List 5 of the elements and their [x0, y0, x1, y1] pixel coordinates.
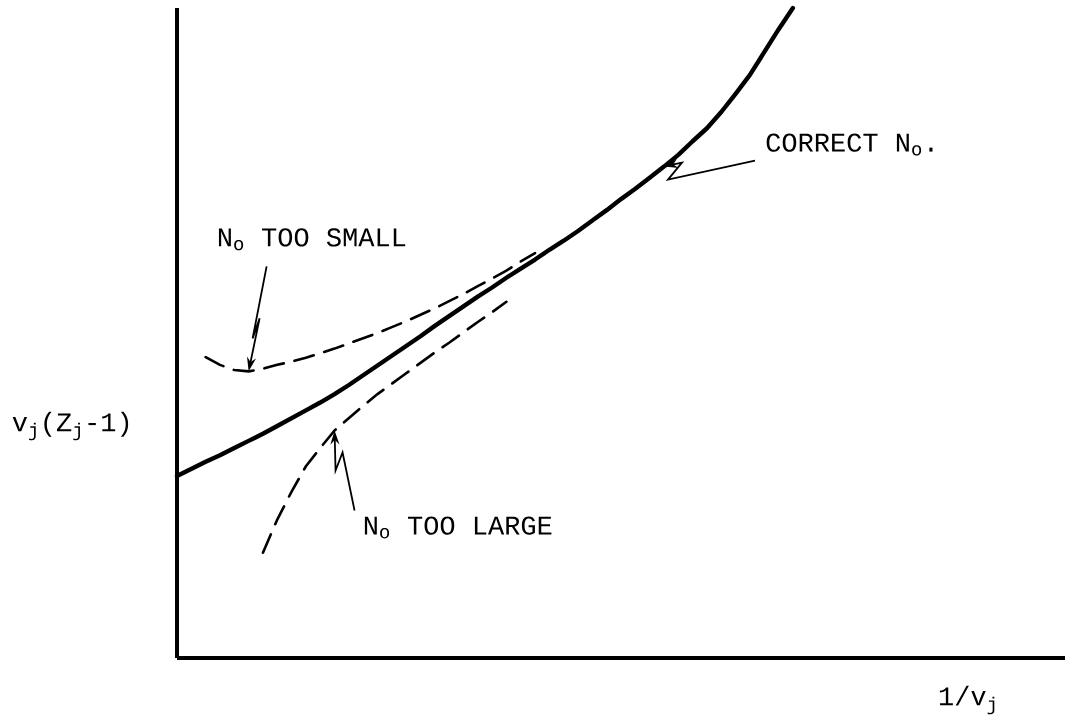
series-label: CORRECT N$_{o}$.: [766, 133, 933, 156]
text: N$_{o}$ TOO LARGE: [364, 516, 552, 539]
text: N$_{o}$ TOO SMALL: [218, 228, 406, 251]
x-axis-title: 1/v$_{j}$: [939, 685, 995, 715]
y-axis-title: v$_{j}$(Z$_{j}$-1): [12, 411, 129, 441]
